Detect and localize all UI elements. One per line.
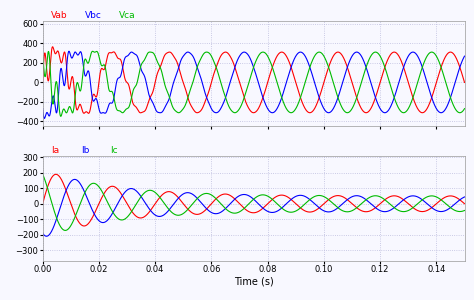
Text: Ib: Ib — [81, 146, 89, 155]
Text: Vca: Vca — [118, 11, 135, 20]
Text: Vab: Vab — [51, 11, 68, 20]
Text: Vbc: Vbc — [85, 11, 102, 20]
X-axis label: Time (s): Time (s) — [234, 277, 273, 287]
Text: Ia: Ia — [51, 146, 59, 155]
Text: Ic: Ic — [110, 146, 118, 155]
